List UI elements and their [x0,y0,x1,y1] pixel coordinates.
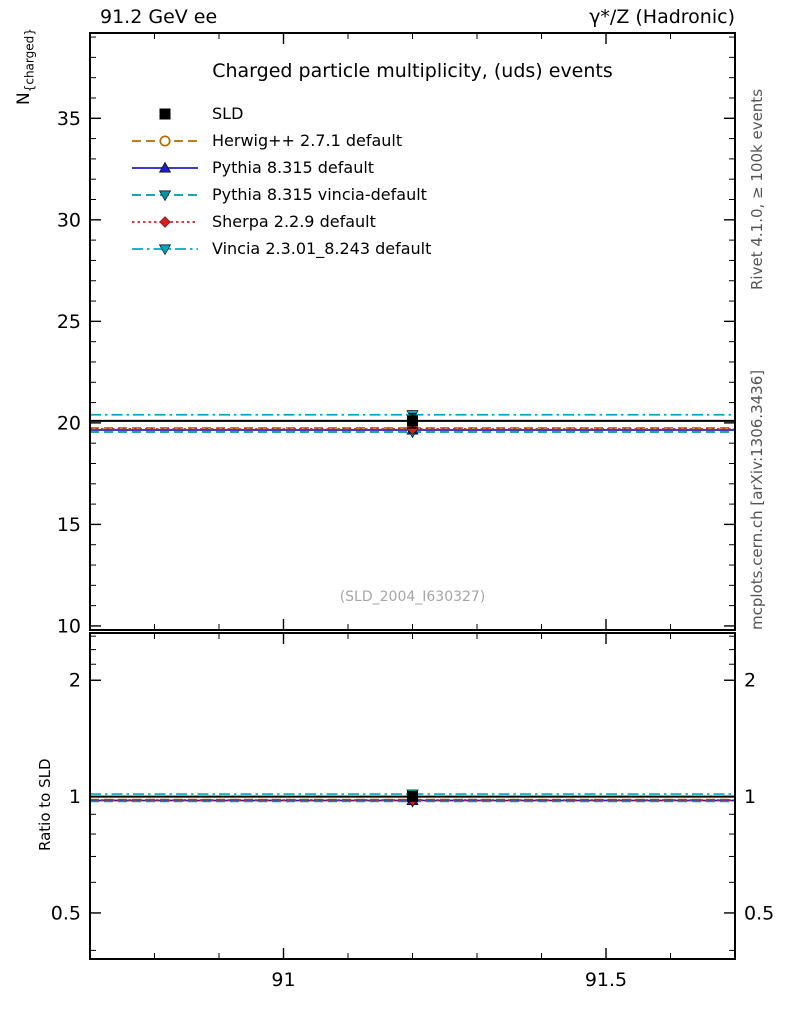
legend-entry-pythia-vincia: Pythia 8.315 vincia-default [130,181,431,208]
svg-text:91: 91 [271,969,295,991]
legend-entry-pythia-default: Pythia 8.315 default [130,154,431,181]
analysis-id-watermark: (SLD_2004_I630327) [339,589,486,605]
legend-label: Vincia 2.3.01_8.243 default [212,239,432,258]
legend-label: Pythia 8.315 vincia-default [212,185,427,204]
triangle-down-marker-icon [132,244,198,255]
header-beam-energy: 91.2 GeV ee [100,6,218,28]
circle-marker-icon [132,134,198,147]
diamond-marker-icon [132,215,198,228]
svg-text:1: 1 [69,786,81,808]
svg-text:91.5: 91.5 [585,969,627,991]
legend-label: Pythia 8.315 default [212,158,375,177]
legend-label: SLD [212,104,244,123]
legend-label: Herwig++ 2.7.1 default [212,131,403,150]
svg-text:0.5: 0.5 [744,902,774,924]
rivet-version-label: Rivet 4.1.0, ≥ 100k events [748,88,766,290]
svg-text:2: 2 [69,670,81,692]
main-y-axis-label: N{charged} [14,28,36,105]
header-process: γ*/Z (Hadronic) [589,6,735,28]
svg-text:20: 20 [57,412,81,434]
plot-title: Charged particle multiplicity, (uds) eve… [212,60,613,82]
triangle-down-marker-icon [132,190,198,201]
ratio-y-axis-label: Ratio to SLD [36,758,54,851]
legend-entry-sld: SLD [130,100,431,127]
triangle-up-marker-icon [132,161,198,172]
svg-text:25: 25 [57,311,81,333]
square-marker-icon [159,108,171,119]
svg-text:35: 35 [57,108,81,130]
svg-text:30: 30 [57,209,81,231]
mcplots-attribution-label: mcplots.cern.ch [arXiv:1306.3436] [748,369,766,630]
legend: SLD Herwig++ 2.7.1 default Pythia 8.315 … [130,100,431,262]
legend-label: Sherpa 2.2.9 default [212,212,376,231]
legend-entry-vincia: Vincia 2.3.01_8.243 default [130,235,431,262]
svg-text:10: 10 [57,615,81,637]
svg-text:1: 1 [744,786,756,808]
legend-entry-sherpa: Sherpa 2.2.9 default [130,208,431,235]
svg-text:0.5: 0.5 [51,902,81,924]
svg-text:2: 2 [744,670,756,692]
svg-text:15: 15 [57,514,81,536]
legend-entry-herwig: Herwig++ 2.7.1 default [130,127,431,154]
ylabel-base: N [14,92,34,105]
ylabel-subscript: {charged} [22,28,37,93]
